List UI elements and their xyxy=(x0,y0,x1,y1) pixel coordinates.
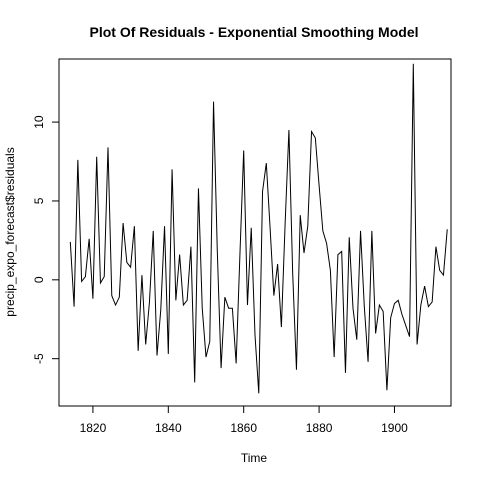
x-tick-label: 1860 xyxy=(230,421,257,435)
chart-title: Plot Of Residuals - Exponential Smoothin… xyxy=(89,24,418,40)
residuals-line xyxy=(70,64,447,394)
y-axis-label: precip_expo_forecast$residuals xyxy=(3,147,17,316)
data-points xyxy=(70,64,447,394)
y-axis: -5 0 5 10 xyxy=(32,115,59,364)
y-tick-label: 0 xyxy=(32,276,46,283)
y-tick-label: 10 xyxy=(32,115,46,129)
y-tick-label: -5 xyxy=(32,353,46,364)
x-tick-label: 1840 xyxy=(155,421,182,435)
x-axis-label: Time xyxy=(241,451,268,465)
x-axis: 1820 1840 1860 1880 1900 xyxy=(80,406,409,435)
x-tick-label: 1820 xyxy=(80,421,107,435)
y-tick-label: 5 xyxy=(32,197,46,204)
x-tick-label: 1880 xyxy=(306,421,333,435)
x-tick-label: 1900 xyxy=(381,421,408,435)
plot-box xyxy=(59,59,451,406)
